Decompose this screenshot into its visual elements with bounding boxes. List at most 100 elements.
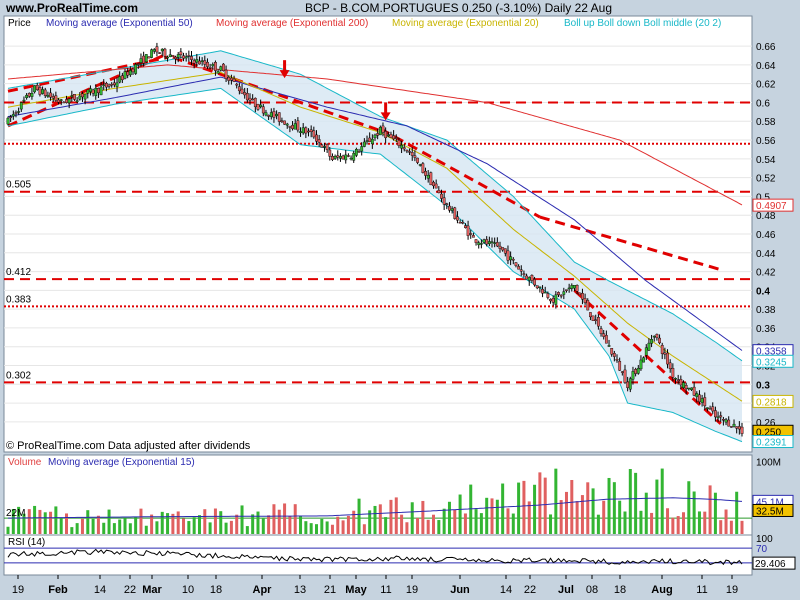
candle-body — [549, 299, 552, 302]
volume-bar — [612, 482, 616, 534]
volume-bar — [506, 508, 510, 534]
x-axis: 19 Feb 14 22 Mar 10 18 Apr 13 21 May 11 19 Jun 14 22 Jul… — [12, 575, 738, 596]
price-tick-label: 0.26 — [756, 418, 776, 429]
volume-bar — [634, 472, 638, 534]
candle-body — [501, 247, 505, 251]
candle-body — [727, 419, 731, 427]
candle-body — [599, 328, 603, 334]
candle-body — [405, 149, 409, 152]
volume-bar — [724, 509, 728, 534]
candle-body — [33, 85, 36, 93]
candle-body — [307, 130, 310, 133]
price-tick-label: 0.66 — [756, 42, 776, 53]
volume-bar — [522, 480, 526, 534]
signal-arrow-head-icon — [279, 70, 290, 79]
volume-bar — [591, 488, 595, 534]
candle-body — [107, 84, 111, 87]
price-overlay: 0.505 0.412 0.383 0.302 — [6, 60, 391, 381]
candle-body — [706, 407, 709, 409]
volume-bar — [389, 499, 393, 534]
candle-body — [200, 60, 204, 62]
candle-body — [102, 84, 106, 86]
candle-body — [94, 88, 98, 96]
volume-bar — [650, 512, 654, 534]
candle-body — [136, 63, 140, 65]
volume-bar — [229, 520, 233, 534]
price-tick-label: 0.42 — [756, 268, 776, 279]
volume-bar — [729, 520, 733, 534]
volume-bar — [575, 501, 579, 534]
volume-bar — [293, 504, 297, 534]
volume-bar — [533, 484, 537, 534]
x-tick-label: Jun — [450, 584, 470, 596]
volume-bar — [96, 515, 100, 534]
rsi-tag — [752, 556, 796, 570]
candle-body — [179, 51, 183, 55]
candle-body — [240, 88, 244, 94]
candle-body — [445, 203, 449, 205]
candle-body — [692, 386, 696, 396]
volume-bar — [219, 511, 223, 534]
volume-tag-label: 45.1M — [756, 497, 784, 508]
candle-body — [652, 335, 656, 338]
volume-bar — [118, 519, 122, 534]
candle-body — [333, 155, 337, 159]
volume-bar — [501, 483, 505, 534]
price-tick-label: 0.44 — [756, 249, 776, 260]
candle-body — [99, 86, 103, 96]
volume-bar — [54, 506, 58, 534]
volume-bar — [740, 520, 744, 534]
rsi-plot-area — [4, 547, 752, 566]
volume-bar — [166, 513, 170, 534]
candle-body — [91, 89, 95, 94]
candle-body — [634, 369, 638, 374]
candle-body — [354, 149, 358, 156]
candle-body — [589, 312, 592, 318]
volume-bar — [182, 518, 186, 534]
candle-body — [224, 69, 228, 79]
volume-bar — [38, 509, 42, 534]
candle-body — [594, 319, 598, 321]
candle-body — [222, 63, 225, 72]
candle-body — [360, 146, 364, 152]
candle-body — [171, 54, 175, 57]
volume-bar — [703, 511, 707, 534]
candle-body — [676, 379, 680, 382]
volume-bar — [240, 505, 244, 534]
volume-bar — [697, 511, 701, 534]
candle-body — [123, 71, 127, 79]
volume-bar — [671, 517, 675, 534]
candle-body — [432, 181, 435, 187]
volume-bar — [314, 524, 318, 534]
legend-item: Boll up Boll down Boll middle (20 2) — [564, 18, 721, 29]
candle-body — [27, 93, 31, 97]
volume-bar — [660, 468, 664, 534]
candle-body — [400, 144, 403, 149]
candle-body — [323, 146, 326, 148]
candle-body — [554, 294, 558, 305]
support-label: 0.412 — [6, 267, 31, 278]
candle-body — [647, 342, 651, 351]
candle-body — [612, 353, 616, 357]
candle-body — [112, 82, 116, 86]
candle-body — [410, 152, 414, 156]
candle-body — [198, 60, 201, 65]
candle-body — [304, 127, 308, 134]
candle-body — [458, 222, 462, 224]
volume-level-label: 22M — [6, 508, 25, 519]
candle-body — [376, 133, 380, 136]
candle-body — [49, 92, 52, 98]
candle-body — [386, 134, 390, 137]
candle-body — [237, 86, 241, 92]
candle-body — [62, 101, 66, 104]
candle-body — [615, 358, 619, 361]
candle-body — [216, 71, 220, 74]
price-tag-label: 0.3245 — [756, 357, 787, 368]
volume-bar — [208, 522, 212, 534]
price-tick-label: 0.62 — [756, 80, 776, 91]
candle-body — [65, 99, 68, 103]
volume-bar — [91, 518, 95, 534]
candle-body — [19, 102, 23, 110]
candle-body — [408, 151, 411, 153]
candle-body — [469, 233, 473, 235]
